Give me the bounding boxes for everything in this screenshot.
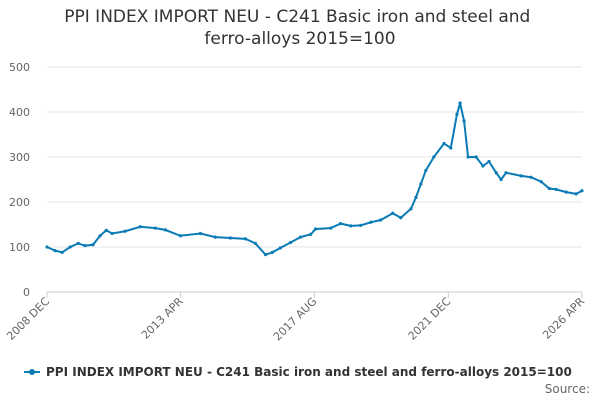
point — [329, 226, 333, 230]
title-line: ferro-alloys 2015=100 — [204, 29, 395, 49]
point — [178, 234, 182, 238]
point — [442, 141, 446, 146]
legend-marker — [29, 369, 35, 375]
point — [288, 240, 293, 245]
point — [278, 246, 282, 250]
point — [369, 220, 373, 224]
point — [409, 207, 413, 211]
source: Source: — [545, 382, 590, 396]
point — [466, 155, 470, 159]
point — [481, 164, 485, 168]
point — [504, 171, 508, 175]
title-line: PPI INDEX IMPORT NEU - C241 Basic iron a… — [64, 7, 530, 27]
point — [359, 223, 363, 227]
x-tick-label: 2026 APR — [540, 295, 587, 342]
point — [419, 182, 423, 186]
legend-label: PPI INDEX IMPORT NEU - C241 Basic iron a… — [46, 365, 572, 379]
point — [399, 216, 403, 220]
y-tick-label: 400 — [9, 106, 30, 119]
point — [253, 241, 257, 245]
x-tick-label: 2021 DEC — [406, 295, 454, 343]
point — [487, 159, 491, 164]
point — [564, 190, 568, 194]
point — [391, 211, 395, 215]
point — [432, 155, 436, 159]
legend: PPI INDEX IMPORT NEU - C241 Basic iron a… — [24, 365, 572, 379]
point — [83, 244, 87, 248]
point — [263, 253, 268, 257]
point — [123, 229, 127, 233]
point — [458, 101, 462, 105]
point — [547, 186, 551, 191]
point — [529, 175, 533, 179]
point — [243, 237, 248, 241]
point — [138, 225, 142, 229]
y-tick-label: 100 — [9, 241, 30, 254]
point — [298, 235, 303, 239]
point — [554, 187, 558, 191]
y-tick-label: 0 — [23, 286, 30, 299]
y-tick-label: 500 — [9, 61, 30, 74]
point — [53, 249, 57, 253]
point — [499, 177, 503, 182]
x-tick-label: 2017 AUG — [271, 295, 320, 344]
y-tick-label: 300 — [9, 151, 30, 164]
chart-title: PPI INDEX IMPORT NEU - C241 Basic iron a… — [64, 7, 535, 49]
point — [110, 231, 114, 236]
point — [455, 112, 459, 116]
point — [270, 250, 274, 254]
point — [539, 180, 543, 184]
point — [580, 189, 584, 193]
point — [76, 241, 80, 245]
point — [163, 228, 167, 232]
point — [349, 224, 353, 228]
point — [104, 228, 108, 232]
point — [98, 234, 102, 238]
point — [449, 146, 453, 150]
x-tick-label: 2013 APR — [139, 295, 186, 342]
point — [68, 245, 72, 249]
point — [91, 243, 95, 247]
point — [213, 235, 217, 239]
point — [338, 222, 343, 226]
x-tick-label: 2008 DEC — [4, 295, 52, 343]
point — [309, 232, 313, 236]
point — [462, 119, 466, 123]
y-tick-label: 200 — [9, 196, 30, 209]
point — [519, 174, 523, 178]
point — [574, 192, 578, 196]
point — [198, 231, 203, 236]
point — [424, 168, 428, 173]
point — [494, 171, 498, 175]
point — [60, 250, 64, 254]
point — [228, 236, 232, 240]
point — [153, 226, 157, 230]
point — [379, 218, 383, 222]
point — [474, 155, 478, 159]
point — [414, 195, 418, 200]
point — [313, 227, 318, 231]
point — [45, 245, 49, 249]
